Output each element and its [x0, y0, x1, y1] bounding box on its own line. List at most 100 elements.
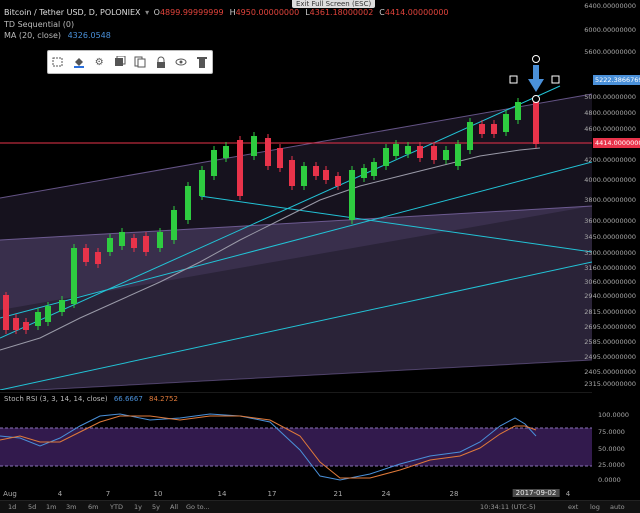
- time-tick-label: 14: [217, 490, 227, 498]
- price-tick-label: 6400.00000000: [584, 2, 636, 10]
- stoch-k-line: [0, 413, 537, 481]
- price-tick-label: 5600.00000000: [584, 48, 636, 56]
- trendline-2: [0, 161, 592, 319]
- handle-circle-bottom[interactable]: [532, 95, 540, 103]
- candle: [59, 296, 65, 316]
- channel-line-top: [0, 93, 592, 199]
- rsi-tick-label: 25.0000: [598, 461, 625, 469]
- candle: [71, 244, 77, 308]
- time-tick-label: 4: [57, 490, 63, 498]
- candle: [83, 244, 89, 266]
- candle: [199, 166, 205, 200]
- candle: [383, 144, 389, 170]
- handle-square-right[interactable]: [551, 75, 560, 84]
- trash-icon[interactable]: [195, 55, 209, 69]
- lock-icon[interactable]: [154, 55, 168, 69]
- scale-log[interactable]: log: [590, 503, 600, 511]
- candle: [289, 156, 295, 190]
- ohlc-values: O4899.99999999 H4950.00000000 L4361.180000…: [154, 8, 455, 17]
- range-6m[interactable]: 6m: [88, 503, 99, 511]
- price-tick-label: 4200.00000000: [584, 156, 636, 164]
- candle: [131, 234, 137, 252]
- price-tick-label: 3160.00000000: [584, 264, 636, 272]
- candle: [515, 98, 521, 124]
- time-tick-label: 17: [267, 490, 277, 498]
- candle: [251, 132, 257, 160]
- template-icon[interactable]: [113, 55, 127, 69]
- price-badge-last: 4414.00000000: [593, 138, 640, 148]
- candle: [349, 166, 355, 224]
- candle: [45, 302, 51, 326]
- range-1y[interactable]: 1y: [134, 503, 142, 511]
- candle: [361, 164, 367, 182]
- candle: [467, 118, 473, 154]
- range-1d[interactable]: 1d: [8, 503, 17, 511]
- candle: [157, 228, 163, 252]
- candle: [455, 140, 461, 170]
- gear-icon[interactable]: ⚙: [94, 56, 104, 68]
- ohlc-l: L4361.18000002: [305, 8, 374, 17]
- ma-indicator-label[interactable]: MA (20, close): [4, 31, 62, 40]
- price-tick-label: 3060.00000000: [584, 278, 636, 286]
- price-chart[interactable]: [0, 0, 592, 390]
- channel-line-bottom: [27, 359, 592, 390]
- range-1m[interactable]: 1m: [46, 503, 57, 511]
- candles: [3, 98, 539, 334]
- price-tick-label: 4600.00000000: [584, 125, 636, 133]
- ma-line: [0, 147, 541, 351]
- clone-icon[interactable]: [133, 55, 147, 69]
- exit-fullscreen-button[interactable]: Exit Full Screen (ESC): [292, 0, 376, 8]
- time-tick-label: 21: [333, 490, 343, 498]
- time-tick-label: 4: [565, 490, 571, 498]
- range-5y[interactable]: 5y: [152, 503, 160, 511]
- candle: [265, 134, 271, 170]
- rsi-legend: Stoch RSI (3, 3, 14, 14, close) 66.6667 …: [4, 395, 178, 403]
- handle-square-left[interactable]: [509, 75, 518, 84]
- fill-icon[interactable]: [72, 55, 86, 69]
- price-tick-label: 2495.00000000: [584, 353, 636, 361]
- rsi-tick-label: 75.0000: [598, 428, 625, 436]
- candle: [3, 292, 9, 334]
- candle: [405, 142, 411, 158]
- range-all[interactable]: All: [170, 503, 179, 511]
- bottom-bar: 1d 5d 1m 3m 6m YTD 1y 5y All Go to... 10:34:11 (…: [0, 500, 640, 513]
- chevron-down-icon[interactable]: ▾: [145, 8, 150, 17]
- price-tick-label: 5000.00000000: [584, 93, 636, 101]
- range-5d[interactable]: 5d: [28, 503, 37, 511]
- scale-ext[interactable]: ext: [568, 503, 579, 511]
- candle: [223, 142, 229, 162]
- channel-upper: [0, 94, 592, 310]
- stoch-d-value: 84.2752: [149, 395, 178, 403]
- eye-icon[interactable]: [174, 55, 188, 69]
- select-icon[interactable]: [51, 55, 65, 69]
- time-axis[interactable]: Aug 4 7 10 14 17 21 24 28 4 2017-09-02: [0, 488, 592, 500]
- candle: [533, 98, 539, 148]
- trendline-1: [0, 85, 561, 339]
- rsi-indicator-label[interactable]: Stoch RSI (3, 3, 14, 14, close): [4, 395, 108, 403]
- price-tick-label: 3600.00000000: [584, 217, 636, 225]
- price-tick-label: 4000.00000000: [584, 176, 636, 184]
- td-indicator-label[interactable]: TD Sequential (0): [4, 20, 75, 29]
- handle-circle-top[interactable]: [532, 55, 540, 63]
- range-3m[interactable]: 3m: [66, 503, 77, 511]
- candle: [491, 120, 497, 138]
- price-tick-label: 3450.00000000: [584, 233, 636, 241]
- price-tick-label: 2940.00000000: [584, 292, 636, 300]
- range-ytd[interactable]: YTD: [110, 503, 123, 511]
- price-tick-label: 2815.00000000: [584, 308, 636, 316]
- candle: [119, 228, 125, 250]
- candle: [35, 308, 41, 330]
- channel-line-mid: [0, 205, 592, 241]
- arrow-down-icon: [528, 65, 544, 92]
- price-axis[interactable]: 6400.00000000 6000.00000000 5600.00000000 5…: [584, 0, 640, 390]
- goto-button[interactable]: Go to...: [186, 503, 210, 511]
- candle: [417, 142, 423, 162]
- price-tick-label: 2405.00000000: [584, 368, 636, 376]
- scale-auto[interactable]: auto: [610, 503, 625, 511]
- price-tick-label: 2315.00000000: [584, 380, 636, 388]
- candle: [323, 166, 329, 184]
- stoch-d-line: [0, 415, 537, 479]
- candle: [443, 146, 449, 164]
- price-tick-label: 3800.00000000: [584, 196, 636, 204]
- stoch-rsi-pane[interactable]: [0, 392, 592, 488]
